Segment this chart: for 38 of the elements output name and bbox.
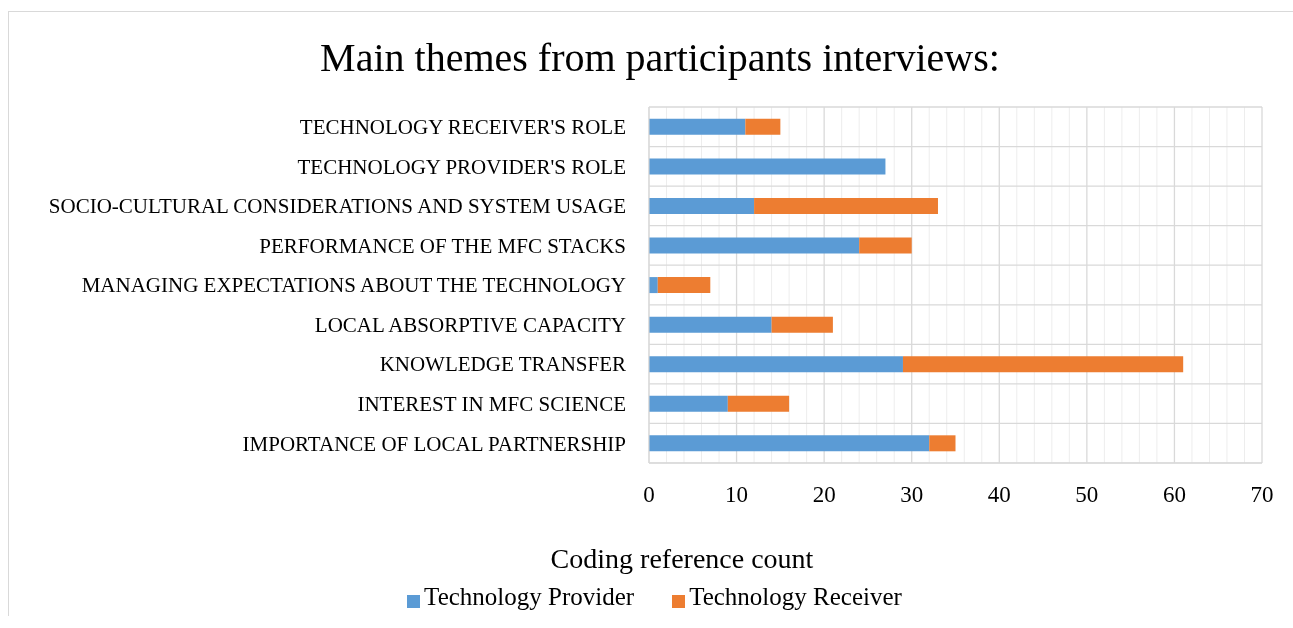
y-tick-label: SOCIO-CULTURAL CONSIDERATIONS AND SYSTEM USAGE — [48, 194, 626, 219]
bar — [727, 395, 790, 412]
bar — [649, 435, 930, 452]
y-tick-label: PERFORMANCE OF THE MFC STACKS — [259, 233, 626, 258]
y-tick-label: IMPORTANCE OF LOCAL PARTNERSHIP — [242, 431, 626, 456]
chart-title: Main themes from participants interviews: — [319, 35, 1001, 80]
x-axis-title: Coding reference count — [549, 543, 815, 575]
bar — [649, 356, 903, 373]
legend-label: Technology Receiver — [689, 583, 902, 610]
bar — [649, 237, 860, 254]
x-tick-label: 50 — [1075, 482, 1099, 508]
bar — [649, 158, 886, 175]
y-tick-label: INTEREST IN MFC SCIENCE — [357, 392, 626, 417]
bar — [657, 277, 711, 294]
bar — [649, 316, 772, 333]
bar — [649, 395, 728, 412]
x-tick-label: 10 — [725, 482, 749, 508]
x-tick-label: 0 — [643, 482, 655, 508]
legend-label: Technology Provider — [424, 583, 636, 610]
x-tick-label: 30 — [900, 482, 924, 508]
bar — [859, 237, 912, 254]
x-tick-label: 40 — [987, 482, 1011, 508]
bar — [902, 356, 1184, 373]
bar — [929, 435, 956, 452]
bar — [649, 118, 746, 135]
x-tick-label: 70 — [1250, 482, 1274, 508]
x-tick-label: 60 — [1162, 482, 1186, 508]
y-tick-label: TECHNOLOGY RECEIVER'S ROLE — [299, 115, 626, 140]
bar — [649, 277, 658, 294]
x-tick-label: 20 — [812, 482, 836, 508]
y-tick-label: KNOWLEDGE TRANSFER — [379, 352, 626, 377]
bar — [771, 316, 833, 333]
bar — [649, 197, 755, 214]
y-tick-label: LOCAL ABSORPTIVE CAPACITY — [314, 312, 626, 337]
y-tick-label: TECHNOLOGY PROVIDER'S ROLE — [297, 154, 626, 179]
y-tick-label: MANAGING EXPECTATIONS ABOUT THE TECHNOLOGY — [81, 273, 626, 298]
bar — [754, 197, 938, 214]
bar — [745, 118, 781, 135]
